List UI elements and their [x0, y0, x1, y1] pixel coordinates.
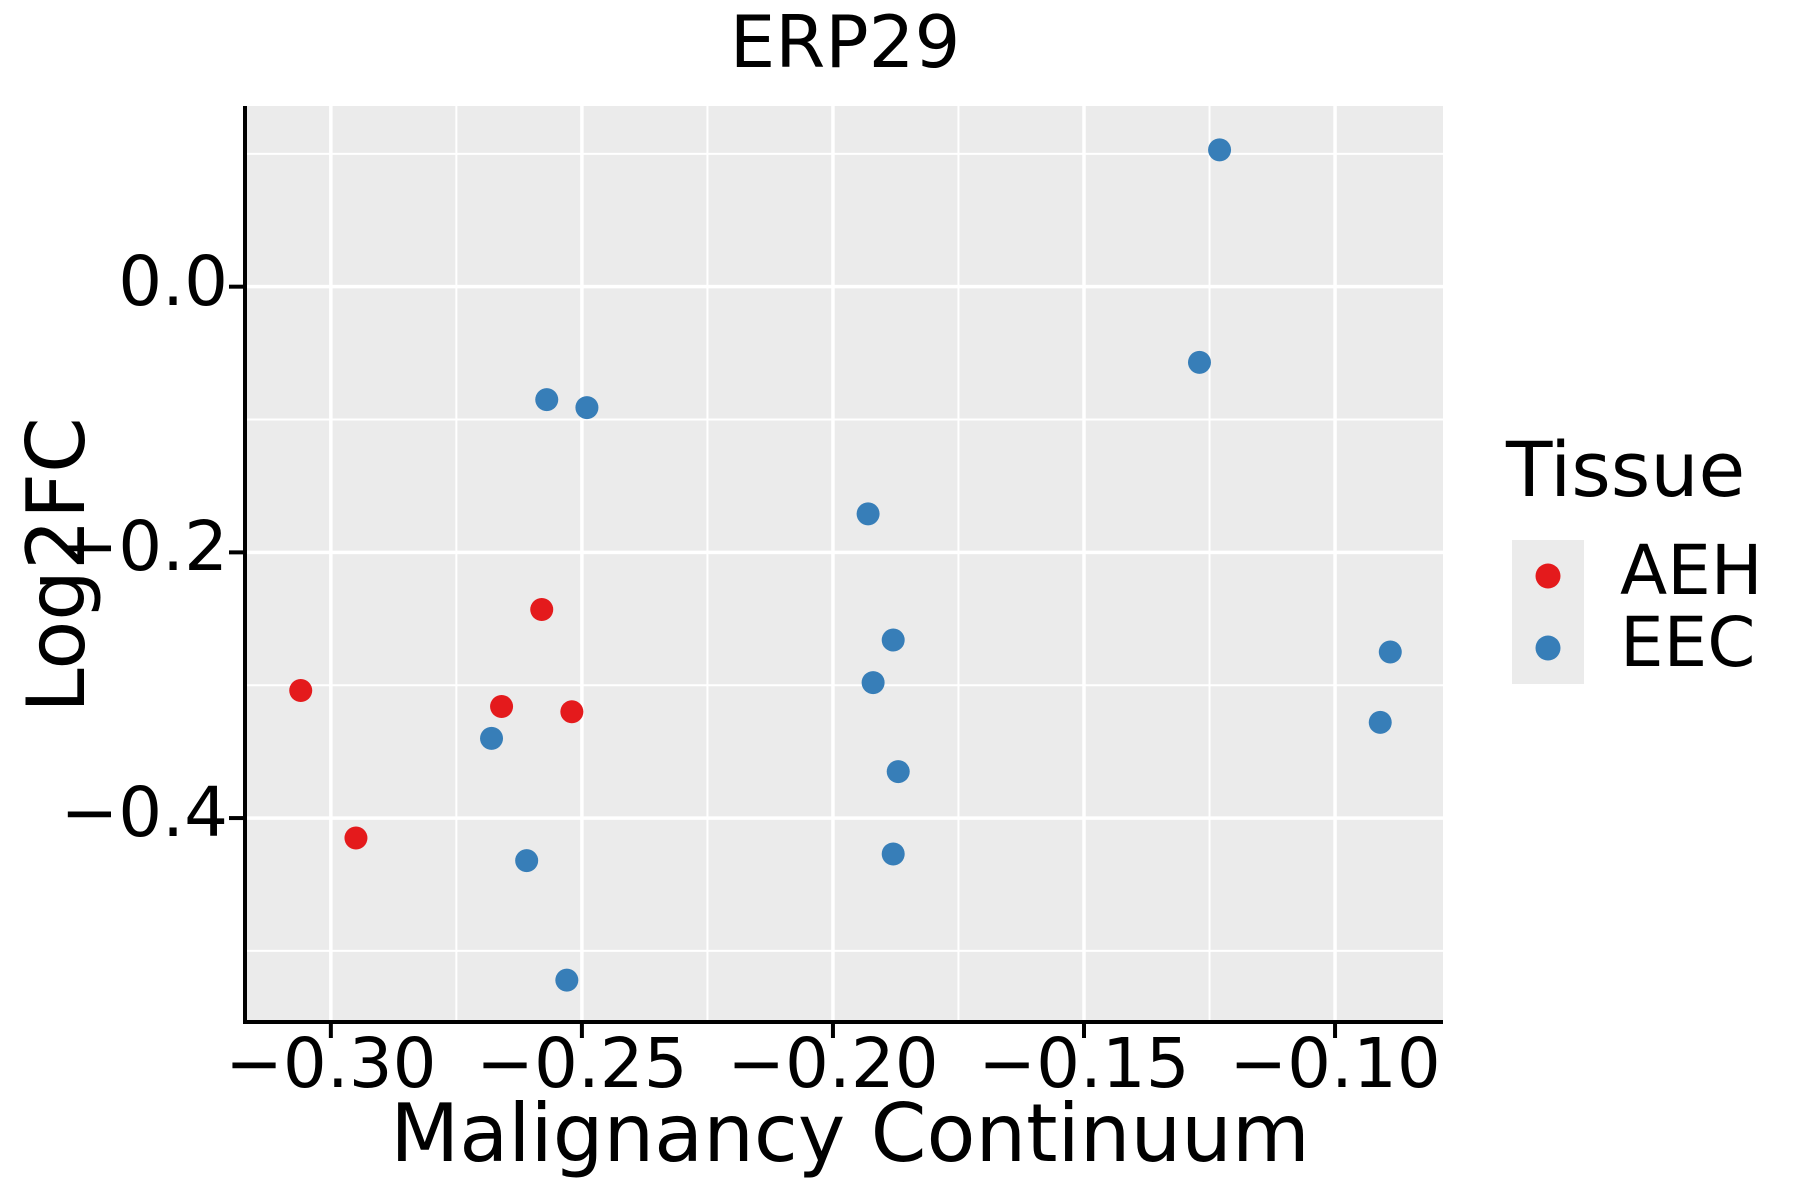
data-point-EEC [881, 628, 905, 652]
data-point-EEC [555, 968, 579, 992]
y-tick-label: −0.4 [60, 773, 228, 854]
data-point-EEC [1187, 350, 1211, 374]
plot-panel [247, 106, 1443, 1020]
data-point-EEC [515, 849, 539, 873]
data-point-EEC [881, 842, 905, 866]
data-point-AEH [344, 826, 368, 850]
x-tick-label: −0.30 [225, 1024, 437, 1104]
x-tick-label: −0.25 [476, 1024, 688, 1104]
x-tick-label: −0.20 [727, 1024, 939, 1104]
data-point-AEH [289, 679, 313, 703]
data-point-EEC [575, 396, 599, 420]
legend-dot-AEH [1535, 563, 1561, 589]
data-point-AEH [490, 694, 514, 718]
chart-title: ERP29 [729, 0, 961, 84]
y-tick-label: −0.2 [60, 507, 228, 588]
data-point-AEH [560, 700, 584, 724]
legend-title: Tissue [1506, 425, 1746, 514]
legend-item-label-AEH: AEH [1620, 531, 1763, 611]
data-point-EEC [886, 760, 910, 784]
data-point-EEC [1378, 640, 1402, 664]
y-tick-label: 0.0 [118, 241, 228, 322]
data-point-EEC [861, 671, 885, 695]
x-tick-label: −0.10 [1229, 1024, 1441, 1104]
data-point-AEH [530, 597, 554, 621]
legend-item-label-EEC: EEC [1620, 603, 1756, 683]
legend-key-box-AEH [1512, 540, 1584, 612]
data-point-EEC [856, 502, 880, 526]
data-point-EEC [535, 388, 559, 412]
data-point-EEC [480, 726, 504, 750]
legend-key-box-EEC [1512, 612, 1584, 684]
data-point-EEC [1368, 710, 1392, 734]
x-tick-label: −0.15 [978, 1024, 1190, 1104]
legend-dot-EEC [1535, 635, 1561, 661]
x-axis-label: Malignancy Continuum [390, 1087, 1310, 1180]
data-point-EEC [1208, 138, 1232, 162]
